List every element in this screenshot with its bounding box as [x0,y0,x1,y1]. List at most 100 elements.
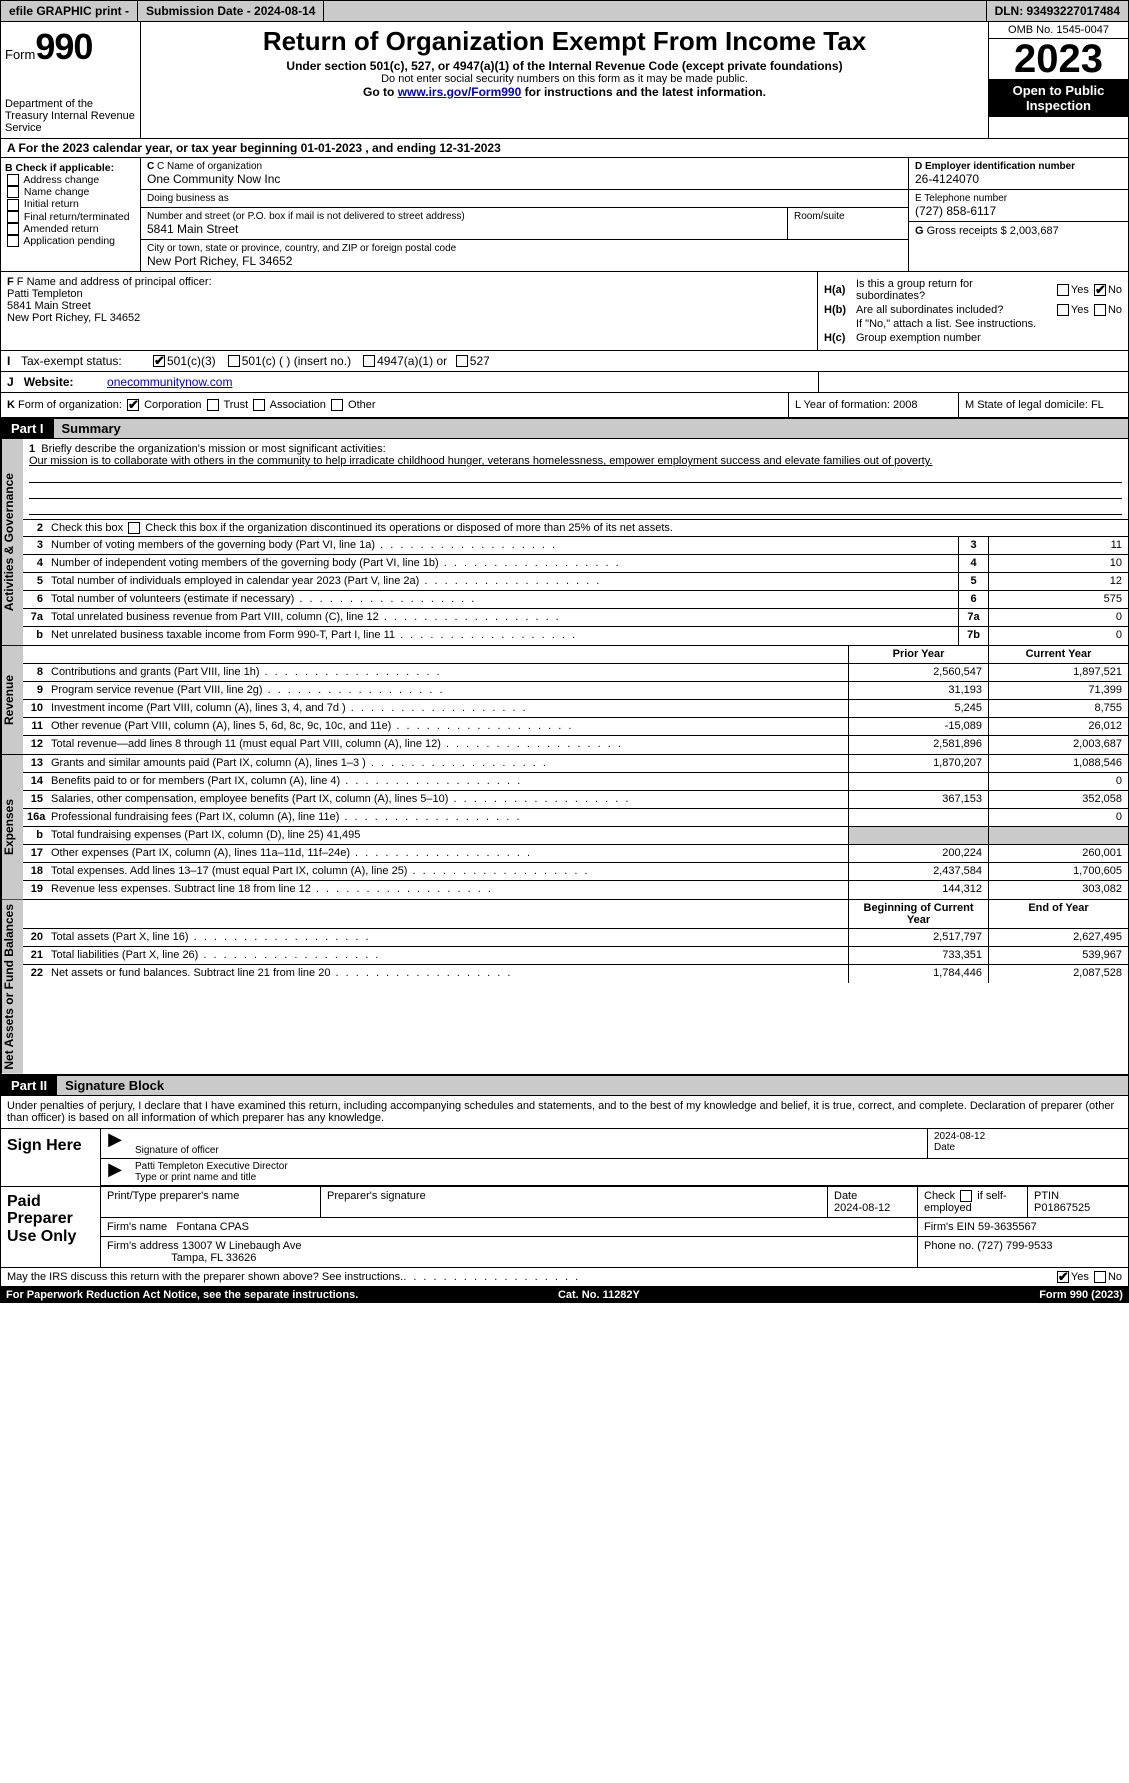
row-klm: K Form of organization: Corporation Trus… [0,393,1129,418]
col-prior-year: Prior Year [848,646,988,663]
ein-value: 26-4124070 [915,172,1122,186]
arrow-icon: ▶ [101,1129,129,1158]
cb-501c3 [153,355,165,367]
table-row: 21Total liabilities (Part X, line 26)733… [23,947,1128,965]
firm-name: Fontana CPAS [176,1221,249,1233]
efile-label: efile GRAPHIC print - [1,1,138,21]
self-employed-check: Check if self-employed [918,1187,1028,1217]
table-row: 6Total number of volunteers (estimate if… [23,591,1128,609]
tax-year-period: A For the 2023 calendar year, or tax yea… [0,139,1129,158]
perjury-declaration: Under penalties of perjury, I declare th… [1,1096,1128,1129]
city-value: New Port Richey, FL 34652 [147,254,902,268]
arrow-icon: ▶ [101,1159,129,1185]
subtitle-1: Under section 501(c), 527, or 4947(a)(1)… [147,59,982,73]
cat-no: Cat. No. 11282Y [558,1289,640,1301]
vlabel-exp: Expenses [1,755,23,899]
h-b: H(b)Are all subordinates included? Yes N… [824,304,1122,316]
h-a: H(a)Is this a group return for subordina… [824,278,1122,302]
addr-label: Number and street (or P.O. box if mail i… [147,211,781,222]
table-row: 12Total revenue—add lines 8 through 11 (… [23,736,1128,754]
part2-header: Part II Signature Block [0,1075,1129,1096]
cb-527 [456,355,468,367]
row-j: J Website: onecommunitynow.com [0,372,1129,393]
city-label: City or town, state or province, country… [147,243,902,254]
vlabel-gov: Activities & Governance [1,439,23,645]
table-row: 9Program service revenue (Part VIII, lin… [23,682,1128,700]
tel-value: (727) 858-6117 [915,204,1122,218]
firm-addr1: 13007 W Linebaugh Ave [182,1240,302,1252]
date-label: Date [934,1142,1122,1153]
print-preparer-label: Print/Type preparer's name [107,1190,314,1202]
irs-link[interactable]: www.irs.gov/Form990 [398,85,522,99]
prep-date: 2024-08-12 [834,1202,890,1214]
table-row: 16aProfessional fundraising fees (Part I… [23,809,1128,827]
officer-addr2: New Port Richey, FL 34652 [7,312,811,324]
col-eoy: End of Year [988,900,1128,928]
topbar: efile GRAPHIC print - Submission Date - … [0,0,1129,22]
cb-other [331,399,343,411]
ein-label: D Employer identification number [915,161,1122,172]
officer-name: Patti Templeton [7,288,811,300]
b-address-change: Address change [5,174,136,186]
addr-value: 5841 Main Street [147,222,781,236]
ptin-value: P01867525 [1034,1202,1090,1214]
gross-value: 2,003,687 [1010,225,1059,237]
page-footer: For Paperwork Reduction Act Notice, see … [0,1287,1129,1303]
table-row: 20Total assets (Part X, line 16)2,517,79… [23,929,1128,947]
firm-phone: (727) 799-9533 [977,1240,1052,1252]
table-row: bNet unrelated business taxable income f… [23,627,1128,645]
discuss-question: May the IRS discuss this return with the… [7,1271,403,1283]
paid-preparer: Paid Preparer Use Only Print/Type prepar… [1,1186,1128,1267]
state-domicile: M State of legal domicile: FL [958,393,1128,417]
net-assets-section: Net Assets or Fund Balances Beginning of… [0,900,1129,1075]
room-label: Room/suite [794,211,902,222]
officer-name-title: Patti Templeton Executive Director [135,1161,1122,1172]
f-label: F F Name and address of principal office… [7,276,811,288]
table-row: 10Investment income (Part VIII, column (… [23,700,1128,718]
cb-501c [228,355,240,367]
h-c: H(c)Group exemption number [824,332,1122,344]
website-link[interactable]: onecommunitynow.com [107,375,232,389]
section-fh: F F Name and address of principal office… [0,272,1129,351]
col-boy: Beginning of Current Year [848,900,988,928]
section-bcd: B Check if applicable: Address change Na… [0,158,1129,272]
firm-addr2: Tampa, FL 33626 [171,1252,256,1264]
table-row: 8Contributions and grants (Part VIII, li… [23,664,1128,682]
cb-assoc [253,399,265,411]
form-header: Form990 Department of the Treasury Inter… [0,22,1129,139]
cb-trust [207,399,219,411]
row-i: I Tax-exempt status: 501(c)(3) 501(c) ( … [0,351,1129,372]
form-title: Return of Organization Exempt From Incom… [147,26,982,57]
h-b-note: If "No," attach a list. See instructions… [824,318,1122,330]
part1-header: Part I Summary [0,418,1129,439]
table-row: 3Number of voting members of the governi… [23,537,1128,555]
table-row: bTotal fundraising expenses (Part IX, co… [23,827,1128,845]
cb-corp [127,399,139,411]
tax-year: 2023 [989,39,1128,79]
dln: DLN: 93493227017484 [986,1,1128,21]
vlabel-rev: Revenue [1,646,23,754]
paid-preparer-label: Paid Preparer Use Only [1,1187,101,1267]
table-row: 14Benefits paid to or for members (Part … [23,773,1128,791]
year-formation: L Year of formation: 2008 [788,393,958,417]
sig-officer-label: Signature of officer [135,1145,921,1156]
officer-addr1: 5841 Main Street [7,300,811,312]
mission-text: Our mission is to collaborate with other… [29,455,932,467]
dba-label: Doing business as [147,193,902,204]
tel-label: E Telephone number [915,193,1122,204]
expenses-section: Expenses 13Grants and similar amounts pa… [0,755,1129,900]
dept-treasury: Department of the Treasury Internal Reve… [5,98,136,134]
subtitle-2: Do not enter social security numbers on … [147,73,982,85]
table-row: 4Number of independent voting members of… [23,555,1128,573]
col-d: D Employer identification number 26-4124… [908,158,1128,271]
table-row: 22Net assets or fund balances. Subtract … [23,965,1128,983]
mission-block: 1 Briefly describe the organization's mi… [23,439,1128,519]
subtitle-3: Go to www.irs.gov/Form990 for instructio… [147,85,982,99]
col-current-year: Current Year [988,646,1128,663]
line-2: Check this box Check this box if the org… [47,520,1128,536]
preparer-sig-label: Preparer's signature [321,1187,828,1217]
org-name: One Community Now Inc [147,172,902,186]
table-row: 7aTotal unrelated business revenue from … [23,609,1128,627]
vlabel-net: Net Assets or Fund Balances [1,900,23,1074]
signature-block: Under penalties of perjury, I declare th… [0,1096,1129,1268]
